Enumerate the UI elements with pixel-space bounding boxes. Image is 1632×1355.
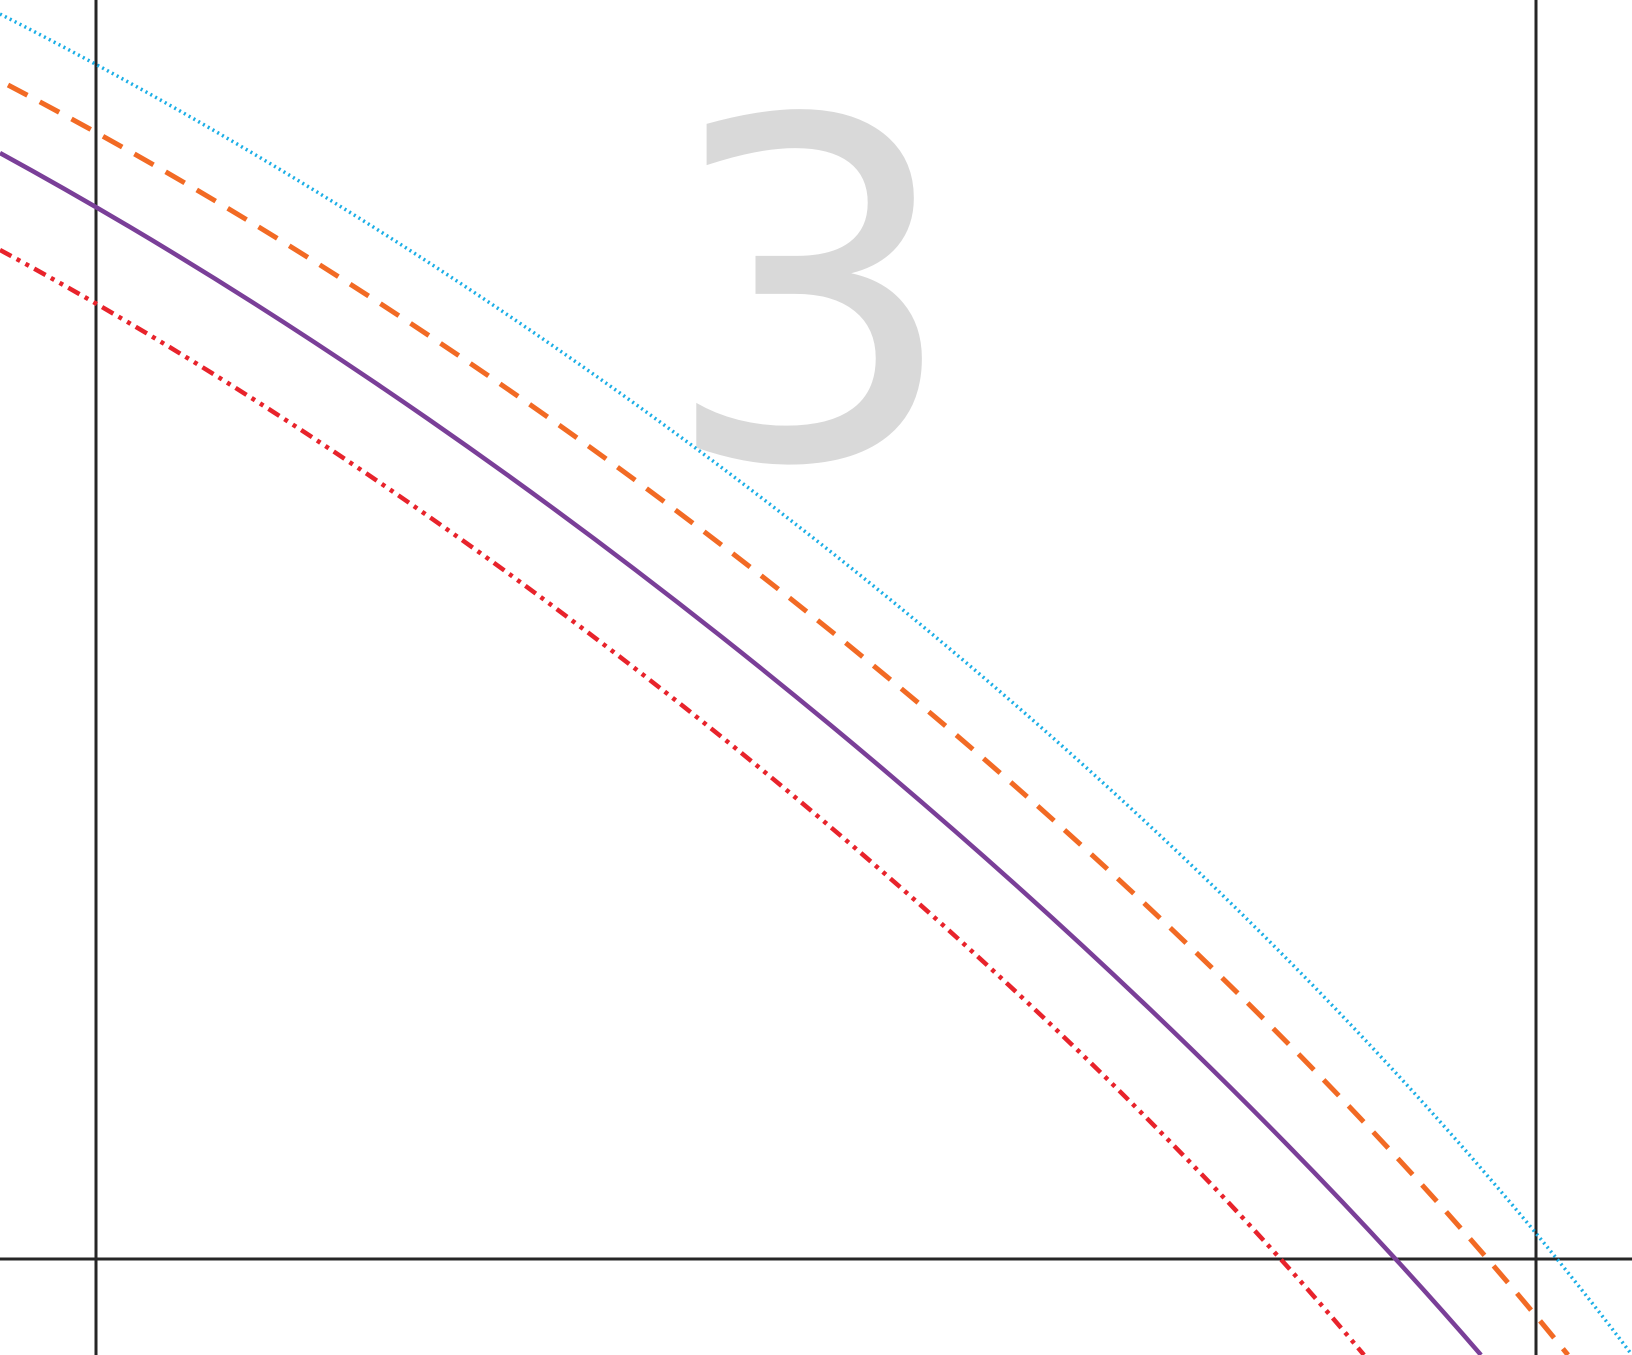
curve-red-dash-dot-dot — [0, 248, 1366, 1355]
curve-purple-solid — [0, 151, 1483, 1355]
curve-orange-dashed — [6, 82, 1570, 1355]
curve-blue-dotted — [0, 12, 1632, 1355]
big-number-label: 3 — [660, 22, 959, 569]
